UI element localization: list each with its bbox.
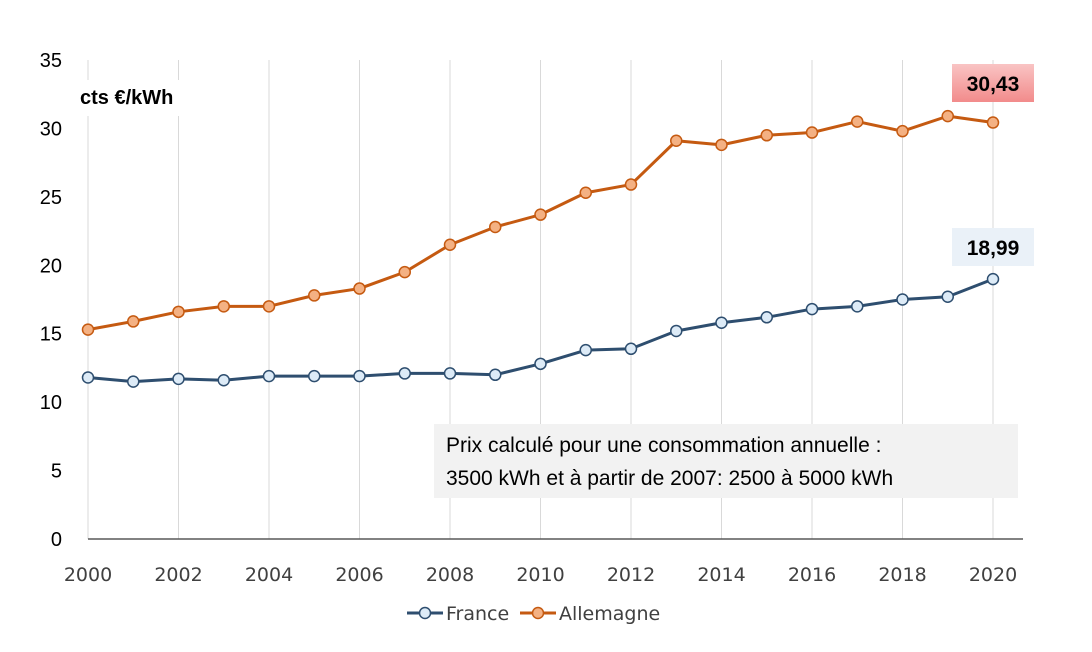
- data-point-france: [172, 372, 185, 386]
- data-point-france: [986, 272, 1000, 286]
- y-tick-label: 10: [40, 392, 62, 414]
- legend-allemagne-marker: [531, 606, 545, 620]
- data-point-france: [127, 375, 140, 388]
- note-line-1: Prix calculé pour une consommation annue…: [446, 434, 881, 457]
- data-point-france: [217, 373, 230, 387]
- data-point-allemagne: [217, 300, 230, 313]
- data-point-france: [579, 343, 592, 357]
- legend-allemagne-label: Allemagne: [559, 603, 660, 625]
- x-tick-label: 2002: [154, 564, 202, 586]
- data-point-allemagne: [489, 220, 502, 234]
- data-point-allemagne: [398, 265, 411, 279]
- y-tick-label: 20: [40, 255, 62, 277]
- data-point-allemagne: [670, 134, 683, 147]
- x-tick-label: 2016: [788, 564, 836, 586]
- data-point-allemagne: [172, 305, 185, 319]
- data-point-allemagne: [986, 116, 1000, 129]
- y-tick-label: 15: [40, 324, 62, 346]
- data-point-allemagne: [896, 124, 909, 138]
- france-callout-bg: [952, 228, 1034, 266]
- data-point-france: [262, 369, 276, 383]
- data-point-france: [443, 367, 457, 380]
- data-point-france: [624, 342, 638, 356]
- data-point-allemagne: [805, 126, 819, 139]
- x-tick-label: 2018: [878, 564, 926, 586]
- data-point-allemagne: [262, 300, 276, 313]
- allemagne-last-value-label: 30,43: [967, 73, 1020, 96]
- data-point-france: [489, 368, 502, 382]
- x-tick-label: 2012: [607, 564, 655, 586]
- x-axis-ticks: 2000 2002 2004 2006 2008 2010 2012 2014 2016 2018…: [64, 564, 1017, 586]
- y-tick-label: 5: [51, 461, 62, 483]
- data-point-france: [398, 367, 411, 380]
- data-point-allemagne: [851, 115, 864, 128]
- x-tick-label: 2000: [64, 564, 112, 586]
- france-last-value-label: 18,99: [967, 237, 1020, 260]
- data-point-allemagne: [127, 315, 140, 328]
- y-axis-ticks: 0 5 10 15 20 25 30 35: [40, 50, 62, 551]
- data-point-allemagne: [353, 282, 366, 295]
- data-point-france: [81, 371, 95, 384]
- allemagne-callout-bg: [952, 64, 1034, 102]
- x-tick-label: 2014: [697, 564, 745, 586]
- data-point-allemagne: [534, 208, 547, 221]
- data-point-allemagne: [81, 323, 95, 336]
- data-point-allemagne: [308, 289, 321, 302]
- note-line-2: 3500 kWh et à partir de 2007: 2500 à 500…: [446, 467, 893, 490]
- data-point-france: [715, 316, 728, 330]
- data-point-france: [760, 311, 773, 324]
- legend-france-label: France: [446, 603, 509, 625]
- y-tick-label: 0: [51, 529, 62, 551]
- data-point-allemagne: [624, 178, 638, 191]
- data-point-france: [534, 357, 547, 371]
- y-tick-label: 35: [40, 50, 62, 72]
- x-tick-label: 2006: [335, 564, 383, 586]
- unit-label-bg: [76, 80, 192, 116]
- legend: France Allemagne: [407, 603, 660, 625]
- data-point-france: [805, 302, 819, 316]
- data-point-france: [941, 290, 954, 304]
- x-tick-label: 2008: [426, 564, 474, 586]
- data-point-allemagne: [579, 186, 592, 200]
- y-tick-label: 30: [40, 118, 62, 140]
- y-axis-unit-label: cts €/kWh: [80, 87, 173, 109]
- note-box: [434, 424, 1018, 498]
- data-point-allemagne: [443, 238, 457, 252]
- x-tick-label: 2004: [245, 564, 293, 586]
- data-point-france: [851, 300, 864, 313]
- y-tick-label: 25: [40, 187, 62, 209]
- series-group: [81, 109, 1000, 388]
- x-tick-label: 2010: [516, 564, 564, 586]
- data-point-france: [670, 324, 683, 338]
- data-point-france: [896, 293, 909, 306]
- x-tick-label: 2020: [969, 564, 1017, 586]
- legend-france-marker: [418, 606, 432, 620]
- data-point-france: [308, 369, 321, 383]
- data-point-allemagne: [715, 138, 728, 152]
- data-point-allemagne: [760, 129, 773, 142]
- data-point-france: [353, 369, 366, 383]
- data-point-allemagne: [941, 109, 954, 123]
